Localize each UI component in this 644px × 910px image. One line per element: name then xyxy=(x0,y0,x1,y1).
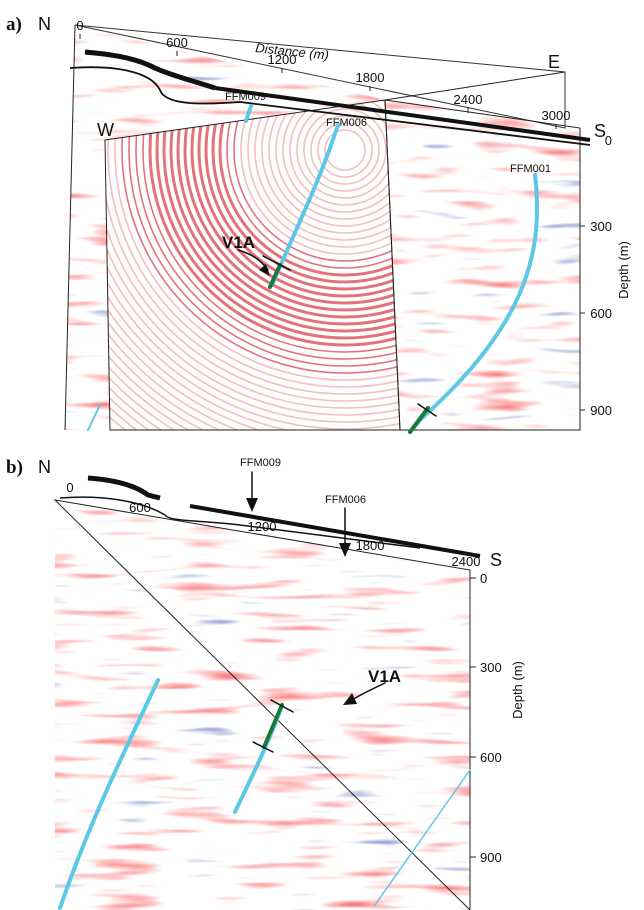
reflection-arc xyxy=(240,100,400,255)
reflection-arc xyxy=(142,100,400,353)
reflection-arc xyxy=(254,100,400,241)
boreholes xyxy=(58,471,471,910)
borehole-label: FFM001 xyxy=(510,163,551,175)
feature-label: V1A xyxy=(368,667,401,686)
reflection-arc xyxy=(105,100,400,409)
reflection-arc xyxy=(190,100,400,305)
reflection-arc xyxy=(211,100,400,284)
depth-tick-label: 300 xyxy=(480,660,502,675)
south-label: S xyxy=(594,121,606,141)
depth-tick-label: 900 xyxy=(480,850,502,865)
depth-tick-label: 600 xyxy=(590,306,612,321)
depth-tick-label: 0 xyxy=(605,133,612,148)
surface-lines xyxy=(69,49,591,146)
borehole-label: FFM006 xyxy=(326,117,367,129)
reflection-arc xyxy=(176,100,400,319)
depth-tick-label: 0 xyxy=(480,571,487,586)
west-label: W xyxy=(97,120,114,140)
reflection-arc xyxy=(105,100,400,402)
reflection-arc xyxy=(105,100,400,395)
distance-tick-label: 3000 xyxy=(542,108,571,123)
reflection-arc xyxy=(105,100,400,423)
south-label: S xyxy=(490,550,502,570)
distance-tick-label: 0 xyxy=(76,18,83,33)
boreholes xyxy=(87,104,539,434)
distance-tick-label: 600 xyxy=(166,35,188,50)
reflection-arc xyxy=(247,100,400,248)
north-label: N xyxy=(38,14,51,34)
reflection-arc xyxy=(282,100,400,213)
reflection-arc xyxy=(268,100,400,227)
distance-tick-label: 1200 xyxy=(268,52,297,67)
depth-tick-label: 300 xyxy=(590,219,612,234)
distance-tick-label: 600 xyxy=(129,500,151,515)
reflection-arc xyxy=(148,100,400,347)
depth-tick-label: 900 xyxy=(590,403,612,418)
depth-label: Depth (m) xyxy=(510,661,525,719)
east-label: E xyxy=(548,52,560,72)
reflection-arc xyxy=(261,100,400,234)
panel-label: b) xyxy=(6,457,23,478)
borehole-label: FFM006 xyxy=(325,494,366,506)
seismic-section xyxy=(53,499,471,910)
distance-tick-label: 1800 xyxy=(356,70,385,85)
surface-lines xyxy=(59,475,481,558)
panel-label: a) xyxy=(6,14,22,35)
reflection-arc xyxy=(233,100,400,262)
reflection-arc xyxy=(324,129,366,171)
distance-tick-label: 0 xyxy=(66,480,73,495)
reflection-arc xyxy=(226,100,400,269)
feature-label: V1A xyxy=(222,233,255,252)
reflection-arc xyxy=(204,100,400,291)
reflection-arc xyxy=(197,100,400,298)
reflection-arc xyxy=(114,100,400,381)
distance-tick-label: 2400 xyxy=(454,92,483,107)
reflection-arc xyxy=(169,100,400,326)
seismic-section xyxy=(64,24,581,431)
reflection-arc xyxy=(303,108,387,192)
reflection-arc xyxy=(218,100,400,277)
depth-label: Depth (m) xyxy=(616,241,631,299)
reflection-arc xyxy=(128,100,400,367)
reflection-arc xyxy=(121,100,400,374)
distance-tick-label: 1200 xyxy=(248,519,277,534)
reflection-arc xyxy=(162,100,400,333)
distance-tick-label: 1800 xyxy=(356,538,385,553)
reflection-arc xyxy=(107,100,400,388)
borehole-label: FFM009 xyxy=(240,457,281,469)
reflection-arc xyxy=(105,100,400,416)
reflection-arc xyxy=(183,100,400,312)
north-label: N xyxy=(38,457,51,477)
reflection-arc xyxy=(105,100,400,430)
reflection-arc xyxy=(317,122,373,178)
reflection-arc xyxy=(135,100,400,360)
reflection-arc xyxy=(155,100,400,340)
borehole-label: FFM009 xyxy=(225,91,266,103)
reflection-arc xyxy=(310,115,380,185)
depth-tick-label: 600 xyxy=(480,750,502,765)
distance-tick-label: 2400 xyxy=(452,554,481,569)
reflection-arc xyxy=(275,100,400,220)
reflection-arc xyxy=(289,100,400,206)
